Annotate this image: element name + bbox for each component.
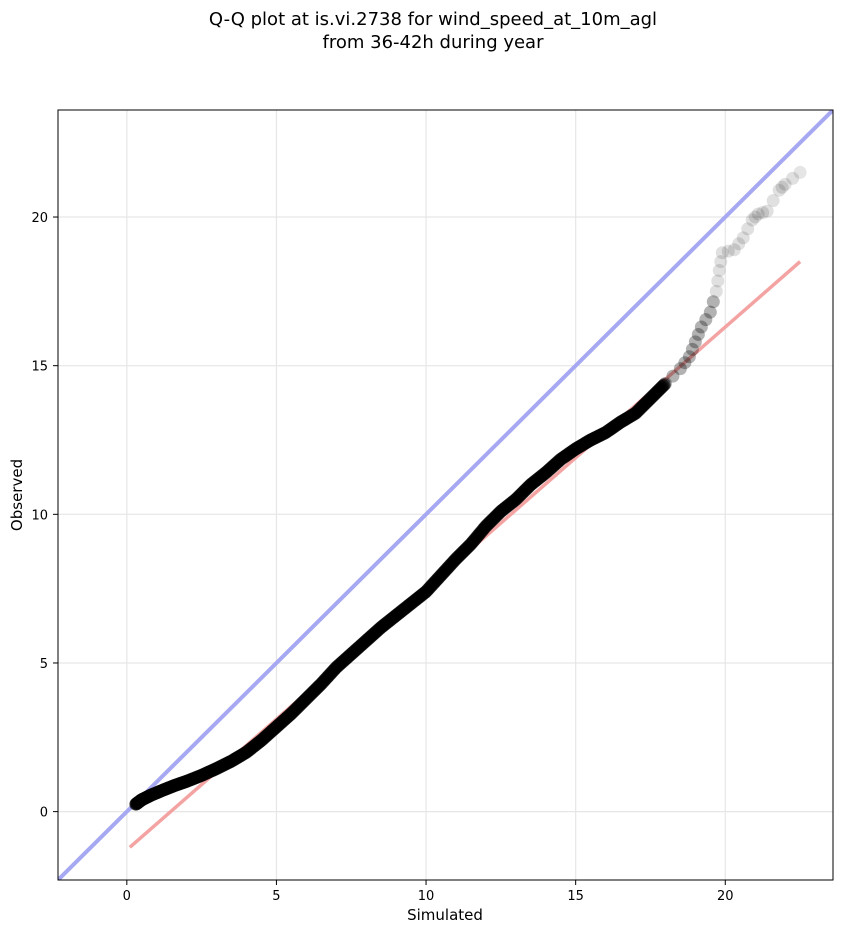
- plot-frame: [57, 109, 834, 881]
- quantile-point: [760, 204, 774, 218]
- quantile-point: [748, 210, 762, 224]
- x-tick-label: 15: [567, 889, 584, 904]
- quantile-point: [778, 177, 792, 191]
- y-tick-label: 20: [31, 211, 48, 226]
- y-tick-label: 10: [31, 508, 48, 523]
- y-tick-label: 15: [31, 360, 48, 375]
- quantile-point: [751, 207, 765, 221]
- quantile-point: [685, 342, 699, 356]
- quantile-point: [715, 246, 729, 260]
- quantile-point: [714, 255, 728, 269]
- quantile-point: [712, 264, 726, 278]
- quantile-point: [793, 165, 807, 179]
- quantile-point: [736, 231, 750, 245]
- chart-title-line-2: from 36-42h during year: [323, 32, 545, 53]
- quantile-point: [703, 305, 717, 319]
- axis-ticks: 0 5 10 15 20 0 5 10 15 20: [31, 211, 733, 904]
- x-tick-label: 0: [123, 889, 131, 904]
- quantile-point: [706, 295, 720, 309]
- quantile-point: [727, 243, 741, 257]
- x-tick-label: 20: [717, 889, 734, 904]
- x-tick-label: 10: [418, 889, 435, 904]
- quantile-point: [691, 327, 705, 341]
- identity-line: [58, 110, 833, 880]
- quantile-points: [129, 165, 807, 811]
- quantile-point: [741, 222, 755, 236]
- quantile-point: [673, 362, 687, 376]
- quantile-point: [711, 274, 725, 288]
- quantile-point: [678, 356, 692, 370]
- quantile-point: [732, 237, 746, 251]
- quantile-point: [772, 183, 786, 197]
- quantile-point: [745, 213, 759, 227]
- quantile-point: [756, 206, 770, 220]
- x-axis-label: Simulated: [407, 906, 483, 924]
- quantile-point: [688, 335, 702, 349]
- y-axis-label: Observed: [8, 459, 26, 531]
- grid: [58, 110, 833, 880]
- quantile-point: [786, 171, 800, 185]
- quantile-point: [766, 194, 780, 208]
- quantile-point: [666, 369, 680, 383]
- quantile-point: [709, 284, 723, 298]
- reference-lines: [58, 110, 833, 880]
- quantile-point: [699, 313, 713, 327]
- x-tick-label: 5: [272, 889, 280, 904]
- y-tick-label: 0: [40, 806, 48, 821]
- quantile-point: [682, 350, 696, 364]
- y-tick-label: 5: [40, 657, 48, 672]
- quantile-point: [658, 377, 672, 391]
- quantile-point: [775, 180, 789, 194]
- quantile-point: [694, 320, 708, 334]
- quantile-point: [721, 244, 735, 258]
- quantile-point: [657, 378, 671, 392]
- chart-title-line-1: Q-Q plot at is.vi.2738 for wind_speed_at…: [209, 9, 657, 30]
